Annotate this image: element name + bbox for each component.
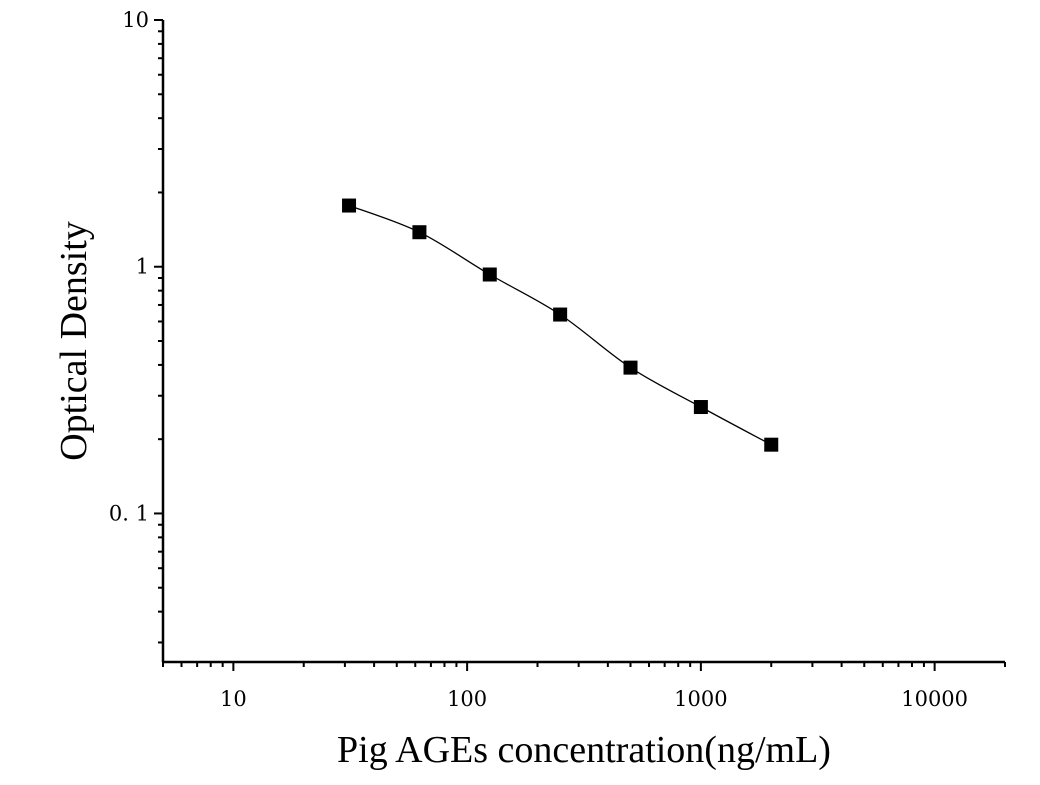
x-tick-label: 10000 bbox=[901, 687, 968, 711]
y-tick-label: 10 bbox=[122, 8, 149, 32]
x-axis-title: Pig AGEs concentration(ng/mL) bbox=[337, 729, 831, 771]
x-tick-labels: 10 100 1000 10000 bbox=[220, 687, 968, 711]
y-axis-title: Optical Density bbox=[53, 221, 95, 461]
data-point bbox=[482, 267, 497, 282]
y-ticks bbox=[154, 19, 163, 644]
y-tick-label: 1 bbox=[136, 255, 149, 279]
y-tick-label: 0. 1 bbox=[109, 501, 149, 525]
x-tick-label: 10 bbox=[220, 687, 247, 711]
x-tick-label: 100 bbox=[447, 687, 487, 711]
data-points bbox=[342, 198, 779, 452]
data-point bbox=[412, 225, 427, 240]
axes bbox=[161, 20, 1005, 664]
y-tick-labels: 0. 1 1 10 bbox=[109, 8, 149, 525]
data-point bbox=[623, 360, 638, 375]
x-ticks bbox=[162, 662, 1006, 671]
data-point bbox=[553, 307, 568, 322]
data-point bbox=[764, 437, 779, 452]
x-tick-label: 1000 bbox=[674, 687, 727, 711]
data-point bbox=[342, 198, 357, 213]
data-point bbox=[693, 400, 708, 415]
